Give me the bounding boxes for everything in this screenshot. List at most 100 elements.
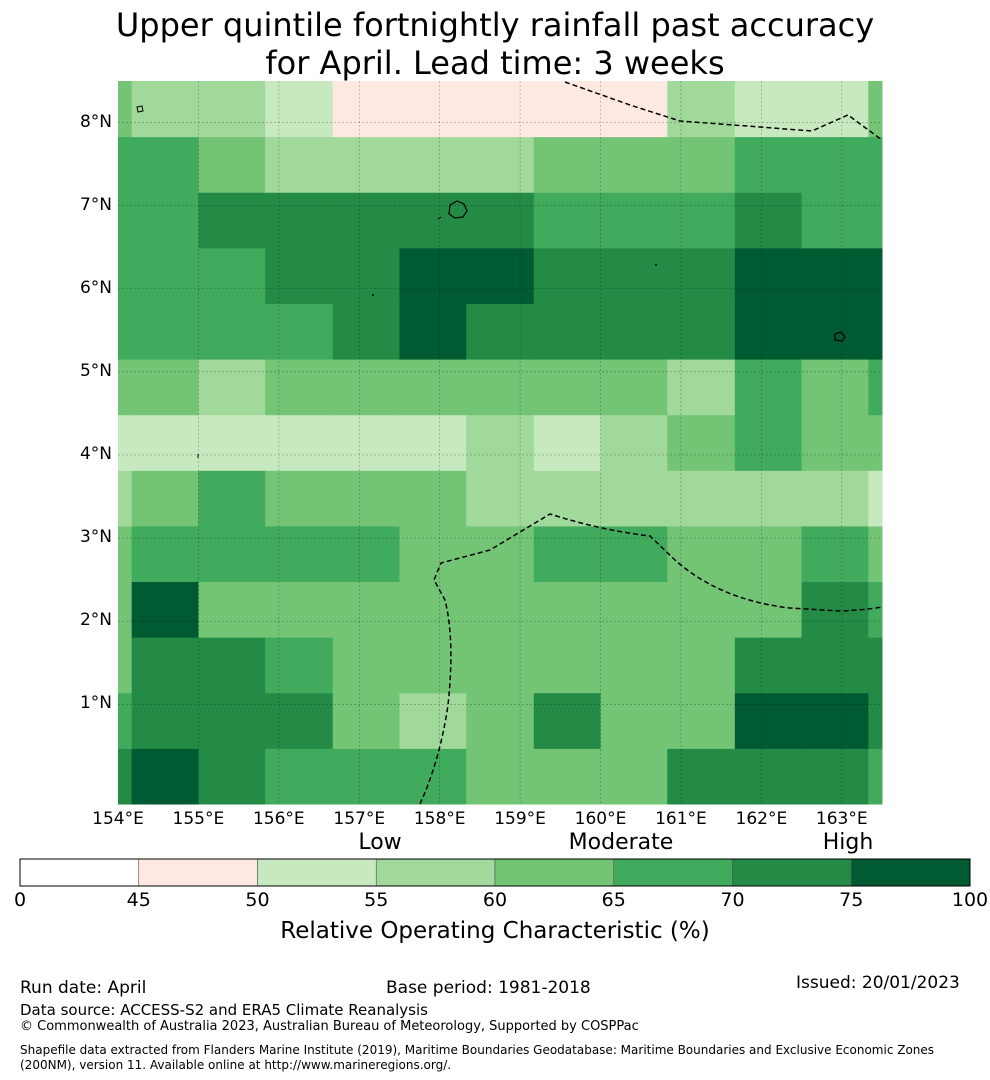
map-cell (332, 581, 400, 638)
map-cell (667, 525, 736, 583)
map-cell (399, 581, 467, 638)
map-cell (332, 414, 400, 471)
map-title-line-2: for April. Lead time: 3 weeks (265, 44, 725, 82)
category-label-moderate: Moderate (568, 830, 674, 855)
latitude-label: 6°N (79, 277, 112, 298)
map-gridlines (118, 81, 882, 804)
map-cell (734, 247, 803, 304)
map-cell (868, 692, 883, 749)
map-cell (265, 414, 334, 471)
map-cell (600, 581, 668, 638)
map-cell (734, 581, 803, 638)
island-small-4 (372, 294, 374, 296)
category-label-low: Low (358, 830, 402, 855)
map-cell (131, 359, 199, 416)
colorbar-segment (732, 858, 852, 887)
map-cell (533, 192, 602, 249)
map-cell (868, 525, 883, 583)
map-cell (265, 748, 334, 805)
map-cell (399, 136, 467, 193)
map-cell (801, 748, 869, 805)
colorbar-tick-label: 45 (126, 889, 151, 911)
map-cell (332, 192, 400, 249)
run-date: Run date: April (20, 978, 147, 998)
colorbar-segment (19, 858, 140, 887)
map-cell (667, 414, 736, 471)
longitude-label: 162°E (735, 809, 788, 829)
map-cell (466, 359, 535, 416)
map-cell (399, 414, 467, 471)
colorbar (19, 858, 971, 887)
map-cell (734, 136, 803, 193)
island-small-3 (655, 264, 657, 266)
colorbar-tick-label: 75 (839, 889, 864, 911)
map-cell (533, 581, 602, 638)
map-cell (332, 692, 400, 749)
map-cell (198, 247, 266, 304)
colorbar-segment (494, 858, 615, 887)
map-cell (131, 637, 199, 694)
longitude-label: 158°E (413, 809, 466, 829)
map-cell (667, 81, 736, 138)
longitude-label: 156°E (252, 809, 305, 829)
map-cell (265, 247, 334, 304)
colorbar-tick-label: 50 (245, 889, 270, 911)
map-cell (198, 303, 266, 360)
map-cell (131, 525, 199, 583)
map-cell (118, 247, 133, 304)
map-cell (868, 303, 883, 360)
map-cell (118, 303, 133, 360)
map-cell (533, 303, 602, 360)
copyright: © Commonwealth of Australia 2023, Austra… (20, 1019, 639, 1034)
map-cell (801, 81, 869, 138)
colorbar-border (19, 858, 971, 887)
map-cell (868, 192, 883, 249)
map-cell (667, 470, 736, 527)
island-small-2 (437, 216, 442, 220)
issued-date: Issued: 20/01/2023 (796, 973, 960, 993)
map-cell (131, 303, 199, 360)
map-cell (131, 136, 199, 193)
map-cell (399, 692, 467, 749)
map-cell (667, 748, 736, 805)
map-cell (600, 470, 668, 527)
map-cell (734, 470, 803, 527)
map-cell (198, 136, 266, 193)
map-title: Upper quintile fortnightly rainfall past… (0, 6, 990, 82)
latitude-label: 1°N (79, 693, 112, 714)
map-cell (868, 247, 883, 304)
map-cell (667, 637, 736, 694)
map-cell (801, 414, 869, 471)
map-cell (198, 581, 266, 638)
map-cell (118, 525, 133, 583)
map-cell (533, 637, 602, 694)
map-cell (131, 470, 199, 527)
colorbar-tick-label: 0 (13, 889, 27, 911)
map-cell (131, 581, 199, 638)
colorbar-tick-label: 60 (482, 889, 508, 911)
colorbar-tick-label: 100 (951, 889, 989, 911)
longitude-label: 163°E (815, 809, 868, 829)
map-cell (198, 692, 266, 749)
map-cell (466, 692, 535, 749)
map-cell (533, 136, 602, 193)
map-cell (332, 136, 400, 193)
map-cell (466, 581, 535, 638)
map-cell (600, 359, 668, 416)
map-cell (332, 470, 400, 527)
longitude-label: 154°E (92, 809, 144, 829)
map-cell (600, 748, 668, 805)
map-cell (868, 748, 883, 805)
map-cell (600, 81, 668, 138)
map-cell (600, 525, 668, 583)
map-cell (667, 581, 736, 638)
map-cell (600, 192, 668, 249)
map-cell (734, 359, 803, 416)
map-cell (734, 303, 803, 360)
map-cell (868, 637, 883, 694)
map-cell (332, 247, 400, 304)
map-cell (533, 692, 602, 749)
latitude-label: 4°N (79, 443, 112, 464)
map-cell (265, 525, 334, 583)
map-cell (118, 581, 133, 638)
